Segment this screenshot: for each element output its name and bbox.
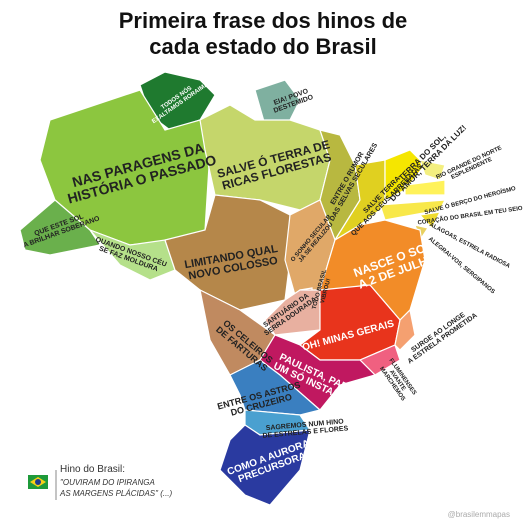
state [229, 359, 322, 416]
anthem-line: SURGE AO LONGE [410, 311, 467, 354]
state-anthem: ALEGRAI-VOS, SERGIPANOS [427, 236, 496, 295]
anthem-line: ALEGRAI-VOS, SERGIPANOS [427, 236, 496, 295]
state [404, 179, 446, 196]
state [419, 159, 446, 181]
state [394, 308, 416, 351]
title-line: cada estado do Brasil [149, 34, 376, 59]
legend-label: Hino do Brasil: [60, 464, 125, 475]
states [19, 71, 447, 506]
state [219, 424, 311, 506]
state [418, 211, 442, 230]
state [254, 79, 301, 126]
state [19, 199, 101, 256]
watermark: @brasilemmapas [448, 510, 510, 519]
state [379, 199, 447, 221]
legend-line: "OUVIRAM DO IPIRANGA [60, 478, 155, 487]
state [384, 149, 426, 201]
anthem-line: A ESTRELA PROMETIDA [407, 312, 479, 365]
title-line: Primeira frase dos hinos de [119, 8, 408, 33]
legend-line: AS MARGENS PLÁCIDAS" (...) [59, 489, 173, 498]
legend: Hino do Brasil: "OUVIRAM DO IPIRANGA AS … [28, 464, 173, 500]
flag-globe [35, 479, 41, 485]
